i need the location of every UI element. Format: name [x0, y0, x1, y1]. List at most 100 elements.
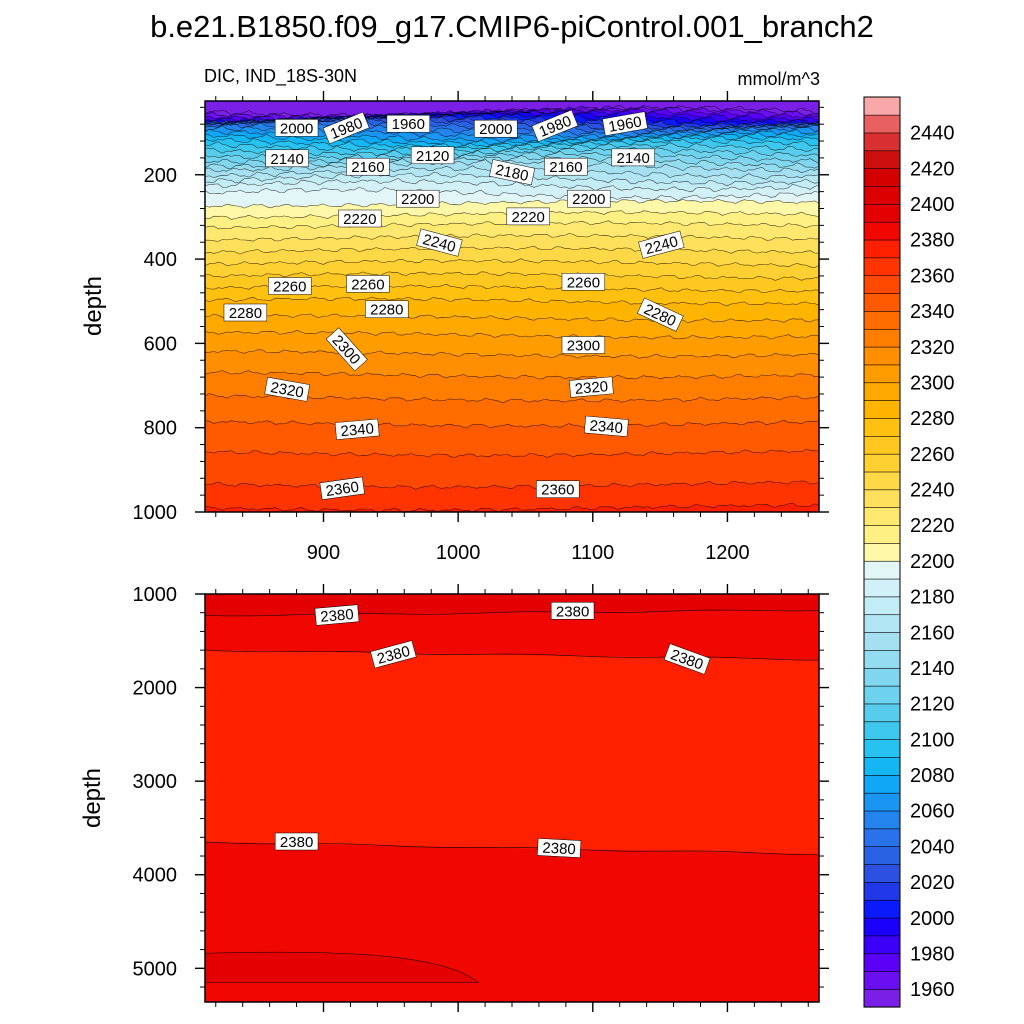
bottom-contour-label-text: 2380: [280, 834, 313, 851]
colorbar-box: [863, 917, 901, 937]
top-contour-label: 2000: [474, 119, 518, 138]
top-y-tick-label: 200: [144, 165, 177, 187]
colorbar-tick-label: 2380: [910, 230, 955, 252]
colorbar-box: [863, 971, 901, 990]
colorbar-tick-label: 2220: [910, 515, 955, 537]
top-contour-label-box: [346, 157, 390, 176]
colorbar-box: [863, 453, 901, 473]
top-contour-line: [205, 419, 819, 429]
colorbar-box: [863, 185, 901, 205]
top-contour-label: 2260: [268, 277, 312, 296]
top-contour-label-box: [536, 480, 580, 498]
top-contour-line: [205, 134, 819, 149]
top-contour-label-box: [268, 277, 312, 295]
top-contour-label-text: 2340: [589, 417, 624, 437]
bottom-y-tick-label: 3000: [133, 771, 178, 793]
colorbar-box: [863, 275, 901, 294]
bottom-contour-line: [205, 649, 819, 661]
top-contour-label-text: 2260: [567, 274, 600, 291]
top-left-label: DIC, IND_18S-30N: [204, 66, 357, 87]
colorbar-box: [863, 846, 901, 865]
top-contour-label-box: [567, 189, 611, 208]
colorbar-box: [863, 346, 901, 366]
colorbar-tick-label: 2300: [910, 373, 955, 395]
colorbar-box: [863, 953, 901, 972]
colorbar-box: [863, 810, 901, 830]
top-contour-line: [205, 503, 819, 512]
figure-title: b.e21.B1850.f09_g17.CMIP6-piControl.001_…: [150, 9, 874, 44]
top-contour-label-box: [602, 111, 648, 137]
colorbar-tick-label: 2360: [910, 265, 955, 287]
top-contour-label-box: [396, 189, 440, 208]
top-contour-label: 2000: [274, 119, 319, 137]
colorbar-box: [863, 489, 901, 508]
top-x-tick-label: 1100: [571, 542, 614, 564]
top-contour-label-box: [346, 275, 390, 293]
top-contour-label-box: [338, 209, 382, 228]
top-contour-label-text: 2220: [512, 209, 545, 226]
colorbar-box: [863, 667, 901, 687]
top-contour-line: [205, 313, 819, 323]
top-contour-label: 2340: [334, 418, 380, 440]
colorbar-box: [863, 631, 901, 651]
colorbar-box: [863, 774, 901, 794]
bottom-contour-label-box: [550, 602, 595, 620]
colorbar-box: [863, 507, 901, 526]
bottom-fill-patch: [205, 951, 480, 983]
colorbar-box: [863, 542, 901, 562]
bottom-contour-label-box: [537, 838, 582, 858]
colorbar-tick-label: 2100: [910, 729, 955, 751]
top-axes: 900 1000 1100 1200 200 400 600 800 1000: [133, 91, 829, 564]
bottom-y-tick-label: 1000: [133, 584, 178, 606]
colorbar-tick-label: 2400: [910, 194, 955, 216]
colorbar-tick-label: 1980: [910, 944, 955, 966]
top-contour-label-box: [474, 119, 518, 138]
colorbar-tick-label: 2000: [910, 908, 955, 930]
top-contour-line: [205, 159, 819, 173]
top-contour-label: 2320: [264, 376, 311, 402]
colorbar-box: [863, 203, 901, 223]
bottom-contour-label-box: [370, 640, 417, 669]
top-contour-label-box: [636, 297, 684, 332]
bottom-contour-label-text: 2380: [556, 603, 589, 620]
colorbar-tick-label: 1960: [910, 979, 955, 1001]
top-y-tick-label: 400: [144, 249, 177, 271]
top-contour-label-box: [325, 327, 368, 372]
colorbar-box: [863, 328, 901, 348]
top-contour-label-box: [365, 300, 409, 318]
colorbar-box: [863, 221, 901, 241]
bottom-contour-fills: [205, 594, 819, 1002]
top-contour-label-box: [386, 114, 430, 133]
bottom-contour-label: 2380: [314, 604, 360, 626]
top-contour-label-text: 2280: [229, 305, 262, 322]
top-contour-label: 2200: [567, 189, 611, 208]
top-y-tick-label: 800: [144, 418, 177, 440]
colorbar-box: [863, 739, 901, 758]
top-contour-label-box: [223, 303, 268, 322]
top-contour-label-text: 2260: [273, 279, 306, 296]
top-contour-label-text: 2340: [340, 420, 375, 440]
colorbar-box: [863, 578, 901, 598]
colorbar-tick-label: 2060: [910, 801, 955, 823]
top-contour-label: 2160: [544, 157, 588, 176]
top-contour-label-box: [531, 109, 579, 143]
colorbar-box: [863, 935, 901, 955]
top-contour-label-box: [638, 230, 685, 259]
top-contour-label-text: 2200: [572, 191, 605, 208]
top-contour-label: 2140: [611, 148, 655, 167]
top-contour-label-box: [319, 476, 365, 500]
colorbar-box: [863, 899, 901, 919]
bottom-y-tick-label: 5000: [133, 958, 178, 980]
colorbar-box: [863, 417, 901, 437]
top-contour-label-box: [544, 157, 588, 176]
top-contour-label-box: [334, 418, 380, 440]
top-contour-label: 2260: [561, 273, 606, 291]
top-contour-label: 2160: [346, 157, 390, 176]
colorbar-tick-label: 2260: [910, 444, 955, 466]
colorbar-tick-label: 2140: [910, 658, 955, 680]
top-contour-label-text: 1960: [607, 113, 643, 136]
top-contour-label-box: [584, 415, 629, 437]
colorbar-box: [863, 792, 901, 812]
bottom-y-tick-label: 4000: [133, 865, 178, 887]
top-y-tick-label: 1000: [133, 502, 178, 524]
